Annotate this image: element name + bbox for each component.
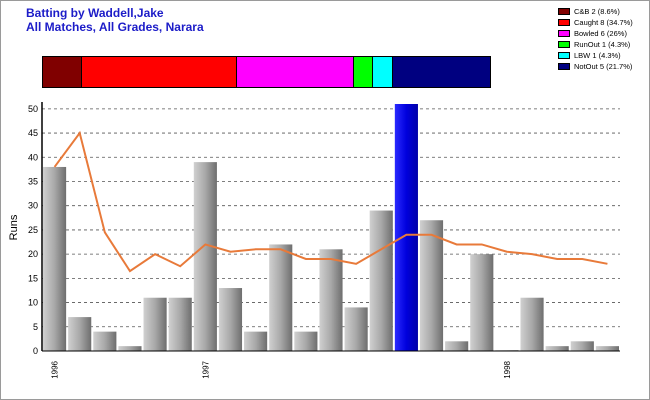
dist-segment-c&b (43, 57, 82, 87)
legend-swatch (558, 29, 570, 37)
y-tick-label: 10 (28, 298, 38, 308)
legend-item-runout: RunOut 1 (4.3%) (558, 39, 633, 49)
chart-subtitle: All Matches, All Grades, Narara (26, 20, 204, 34)
runs-bar (294, 331, 318, 351)
runs-bar (118, 346, 142, 351)
dist-segment-bowled (237, 57, 354, 87)
legend-label: NotOut 5 (21.7%) (574, 61, 633, 71)
y-tick-label: 30 (28, 201, 38, 211)
runs-bar (570, 341, 594, 351)
legend-label: Bowled 6 (26%) (574, 28, 627, 38)
y-tick-label: 40 (28, 152, 38, 162)
runs-bar (43, 166, 67, 351)
average-line (53, 130, 608, 273)
y-axis-label: Runs (8, 214, 20, 240)
dist-segment-notout (392, 57, 490, 87)
legend-swatch (558, 18, 570, 26)
runs-bar (595, 346, 619, 351)
legend-swatch (558, 7, 570, 15)
runs-bar (319, 249, 343, 351)
legend-label: C&B 2 (8.6%) (574, 6, 620, 16)
legend-label: RunOut 1 (4.3%) (574, 39, 631, 49)
runs-bar (545, 346, 569, 351)
runs-bar (344, 307, 368, 351)
highlight-bar (394, 104, 418, 351)
runs-bar (419, 220, 444, 351)
legend-swatch (558, 40, 570, 48)
legend-label: LBW 1 (4.3%) (574, 50, 621, 60)
legend-label: Caught 8 (34.7%) (574, 17, 633, 27)
legend: C&B 2 (8.6%) Caught 8 (34.7%) Bowled 6 (… (558, 6, 633, 72)
legend-item-lbw: LBW 1 (4.3%) (558, 50, 633, 60)
dismissal-distribution-bar (42, 56, 491, 88)
x-tick-label: 1997 (201, 360, 210, 378)
runs-bar (244, 331, 268, 351)
y-tick-label: 0 (33, 346, 38, 356)
dist-segment-runout (353, 57, 374, 87)
legend-item-notout: NotOut 5 (21.7%) (558, 61, 633, 71)
runs-bar (143, 297, 167, 351)
y-tick-label: 20 (28, 249, 38, 259)
chart-title: Batting by Waddell,Jake (26, 6, 164, 20)
runs-bar (369, 210, 393, 351)
runs-bar (269, 244, 293, 351)
x-tick-label: 1998 (503, 360, 512, 378)
legend-item-cnb: C&B 2 (8.6%) (558, 6, 633, 16)
y-tick-label: 15 (28, 273, 38, 283)
y-tick-label: 5 (33, 322, 38, 332)
x-tick-label: 1996 (51, 360, 60, 378)
y-tick-label: 50 (28, 104, 38, 114)
runs-bar (218, 288, 243, 351)
runs-bar (520, 297, 544, 351)
runs-bar (193, 162, 217, 351)
dist-segment-lbw (373, 57, 393, 87)
legend-item-caught: Caught 8 (34.7%) (558, 17, 633, 27)
y-tick-label: 35 (28, 176, 38, 186)
y-tick-label: 25 (28, 225, 38, 235)
runs-bar (445, 341, 469, 351)
dist-segment-caught (81, 57, 238, 87)
legend-swatch (558, 62, 570, 70)
legend-swatch (558, 51, 570, 59)
runs-bar (93, 331, 117, 351)
runs-bar (470, 254, 494, 351)
runs-bar (168, 297, 192, 351)
runs-bar (68, 317, 92, 351)
y-tick-label: 45 (28, 128, 38, 138)
legend-item-bowled: Bowled 6 (26%) (558, 28, 633, 38)
